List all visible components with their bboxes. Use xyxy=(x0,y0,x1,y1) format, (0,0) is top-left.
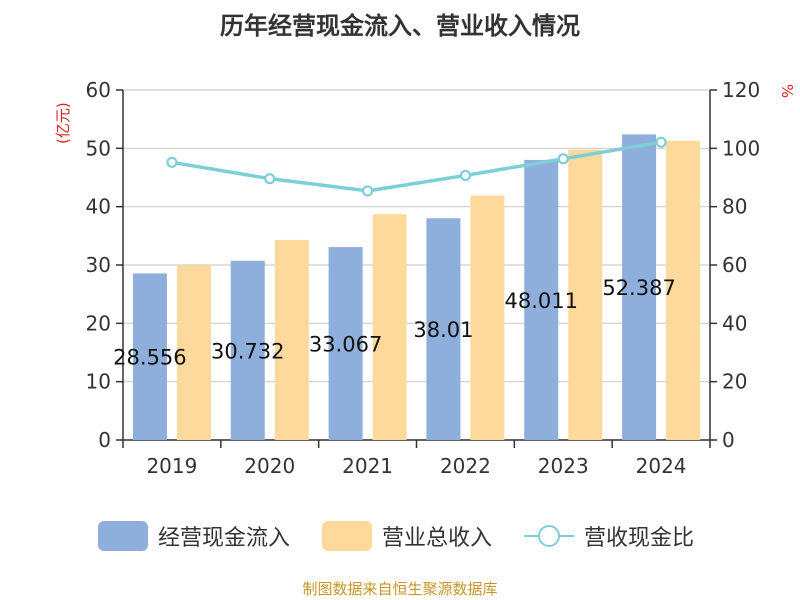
left-tick-label: 0 xyxy=(98,428,111,452)
bar-revenue xyxy=(666,140,701,440)
point-ratio xyxy=(459,169,472,182)
data-label-cash-inflow: 30.732 xyxy=(211,339,284,363)
point-ratio xyxy=(557,153,569,165)
bar-revenue xyxy=(568,149,603,440)
data-label-cash-inflow: 48.011 xyxy=(505,289,578,313)
legend-label-cash-inflow: 经营现金流入 xyxy=(158,526,291,551)
chart-title: 历年经营现金流入、营业收入情况 xyxy=(220,12,580,40)
legend-swatch-revenue xyxy=(322,521,372,551)
source-note: 制图数据来自恒生聚源数据库 xyxy=(302,580,498,598)
bar-cash-inflow xyxy=(230,260,265,440)
point-ratio xyxy=(655,136,667,148)
legend-item-cash-inflow[interactable]: 经营现金流入 xyxy=(98,516,290,556)
bar-revenue xyxy=(470,195,505,440)
legend-line-marker-icon xyxy=(524,521,574,551)
right-tick-label: 20 xyxy=(722,370,747,394)
bar-cash-inflow xyxy=(328,247,363,440)
point-ratio xyxy=(361,185,374,197)
bar-cash-inflow xyxy=(426,218,461,440)
x-tick-label: 2020 xyxy=(244,454,295,478)
x-tick-label: 2024 xyxy=(636,454,687,478)
data-label-cash-inflow: 38.01 xyxy=(413,318,473,342)
left-tick-label: 60 xyxy=(86,78,111,102)
legend-item-ratio[interactable]: 营收现金比 xyxy=(524,516,694,556)
legend-label-ratio: 营收现金比 xyxy=(584,526,695,551)
data-label-cash-inflow: 28.556 xyxy=(113,346,186,370)
right-tick-label: 80 xyxy=(722,195,747,219)
left-tick-label: 20 xyxy=(86,311,111,335)
bar-cash-inflow xyxy=(622,134,657,440)
bar-revenue xyxy=(176,265,211,440)
left-tick-label: 10 xyxy=(86,370,111,394)
legend: 经营现金流入 营业总收入 营收现金比 xyxy=(0,516,800,556)
line-ratio xyxy=(171,140,662,193)
right-tick-label: 0 xyxy=(722,428,735,452)
legend-item-revenue[interactable]: 营业总收入 xyxy=(322,516,492,556)
right-tick-label: 40 xyxy=(722,311,747,335)
x-tick-label: 2023 xyxy=(538,454,589,478)
left-tick-label: 30 xyxy=(86,253,111,277)
x-tick-label: 2022 xyxy=(440,454,491,478)
bar-revenue xyxy=(274,239,309,440)
right-tick-label: 100 xyxy=(722,136,760,160)
point-ratio xyxy=(166,156,178,168)
left-tick-label: 40 xyxy=(86,195,111,219)
x-tick-label: 2021 xyxy=(342,454,393,478)
right-tick-label: 120 xyxy=(722,78,760,102)
data-label-cash-inflow: 52.387 xyxy=(602,276,675,300)
legend-label-revenue: 营业总收入 xyxy=(382,526,493,551)
point-ratio xyxy=(264,173,276,185)
bar-cash-inflow xyxy=(524,159,559,440)
x-tick-label: 2019 xyxy=(146,454,197,478)
legend-swatch-cash-inflow xyxy=(98,521,148,551)
bar-revenue xyxy=(372,214,407,440)
bar-cash-inflow xyxy=(132,273,167,440)
right-tick-label: 60 xyxy=(722,253,747,277)
left-tick-label: 50 xyxy=(86,136,111,160)
data-label-cash-inflow: 33.067 xyxy=(309,333,382,357)
